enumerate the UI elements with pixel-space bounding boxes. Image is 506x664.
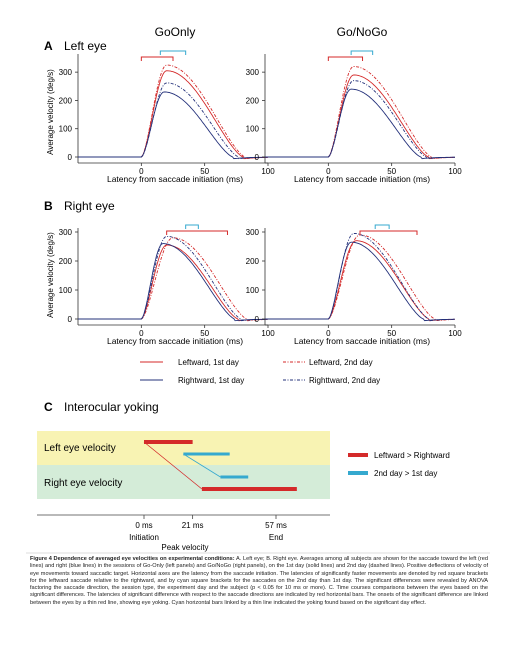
yoking-bars: [143, 440, 297, 491]
y-tick-label: 200: [246, 257, 260, 266]
y-tick-label: 300: [246, 68, 260, 77]
x-tick-label: 50: [387, 329, 396, 338]
x-tick-label: 0: [139, 167, 144, 176]
y-tick-label: 100: [59, 286, 73, 295]
panel-c-letter: C: [44, 400, 53, 414]
series-line-4: [265, 80, 455, 160]
column-title-gonogo: Go/NoGo: [337, 25, 388, 39]
yoking-tick-sublabel: Initiation: [129, 533, 159, 542]
x-tick-label: 100: [448, 329, 462, 338]
series-line-2: [265, 234, 455, 322]
figure-caption: Figure 4 Dependence of averaged eye velo…: [30, 556, 488, 607]
ylabel-a: Average velocity (deg/s): [46, 69, 55, 155]
legend-label-rightward-2nd: Righttward, 2nd day: [309, 376, 380, 385]
y-tick-label: 300: [59, 68, 73, 77]
xlabel-b-goonly: Latency from saccade initiation (ms): [107, 336, 243, 346]
y-tick-label: 0: [255, 315, 260, 324]
legend: Leftward, 1st day Leftward, 2nd day Righ…: [140, 358, 380, 385]
x-tick-label: 0: [326, 167, 331, 176]
series-line-2: [265, 66, 455, 160]
legend-label-rightward-1st: Rightward, 1st day: [178, 376, 244, 385]
y-tick-label: 300: [59, 228, 73, 237]
yoking-legend-red-label: Leftward > Rightward: [374, 451, 450, 460]
yoking-link-cyan: [183, 453, 221, 478]
panel-a-letter: A: [44, 39, 53, 53]
x-tick-label: 100: [261, 329, 275, 338]
y-tick-label: 200: [246, 96, 260, 105]
x-tick-label: 0: [326, 329, 331, 338]
legend-label-leftward-2nd: Leftward, 2nd day: [309, 358, 373, 367]
yoking-tick-label: 21 ms: [182, 521, 204, 530]
series-line-4: [78, 235, 268, 322]
red-bracket: [166, 230, 228, 235]
panel-b-letter: B: [44, 199, 53, 213]
yoking-row-right: Right eye velocity: [44, 478, 122, 489]
x-tick-label: 100: [448, 167, 462, 176]
panel-b-label: Right eye: [64, 199, 115, 213]
caption-title: Figure 4 Dependence of averaged eye velo…: [30, 556, 235, 562]
series-line-1: [265, 74, 455, 160]
yoking-axis-title: Peak velocity: [161, 543, 208, 552]
yoking-tick-sublabel: End: [269, 533, 283, 542]
series-line-4: [265, 232, 455, 322]
cyan-bracket: [185, 224, 199, 229]
y-tick-label: 300: [246, 228, 260, 237]
series-line-2: [78, 64, 268, 160]
x-tick-label: 50: [200, 167, 209, 176]
legend-label-leftward-1st: Leftward, 1st day: [178, 358, 239, 367]
series-line-1: [265, 240, 455, 322]
yoking-tick-label: 57 ms: [265, 521, 287, 530]
red-bracket: [359, 230, 418, 235]
red-bracket: [140, 56, 174, 61]
y-tick-label: 0: [68, 153, 73, 162]
yoking-legend-cyan-label: 2nd day > 1st day: [374, 469, 437, 478]
y-tick-label: 0: [255, 153, 260, 162]
cyan-bracket: [350, 50, 374, 55]
red-bracket: [327, 56, 364, 61]
y-tick-label: 200: [59, 257, 73, 266]
y-tick-label: 100: [59, 125, 73, 134]
yoking-tick-label: 0 ms: [135, 521, 152, 530]
y-tick-label: 200: [59, 96, 73, 105]
xlabel-a-gonogo: Latency from saccade initiation (ms): [294, 174, 430, 184]
series-line-4: [78, 82, 269, 160]
x-tick-label: 0: [139, 329, 144, 338]
yoking-link-red: [143, 441, 203, 490]
band-left-eye: [37, 431, 330, 465]
series-line-1: [78, 244, 269, 322]
column-title-goonly: GoOnly: [155, 25, 196, 39]
series-line-2: [78, 237, 269, 322]
panel-a-label: Left eye: [64, 39, 107, 53]
x-tick-label: 50: [200, 329, 209, 338]
series-line-3: [265, 241, 455, 322]
yoking-row-left: Left eye velocity: [44, 443, 116, 454]
xlabel-a-goonly: Latency from saccade initiation (ms): [107, 174, 243, 184]
cyan-bracket: [374, 224, 390, 229]
x-tick-label: 100: [261, 167, 275, 176]
y-tick-label: 100: [246, 286, 260, 295]
band-right-eye: [37, 465, 330, 499]
series-line-3: [78, 91, 268, 160]
series-line-3: [265, 88, 455, 160]
ylabel-b: Average velocity (deg/s): [46, 232, 55, 318]
cyan-bracket: [159, 50, 187, 55]
xlabel-b-gonogo: Latency from saccade initiation (ms): [294, 336, 430, 346]
panel-c-label: Interocular yoking: [64, 400, 159, 414]
series-line-3: [78, 243, 268, 322]
caption-body: A. Left eye; B. Right eye. Averages amon…: [30, 556, 488, 606]
y-tick-label: 100: [246, 125, 260, 134]
y-tick-label: 0: [68, 315, 73, 324]
yoking-ticks: 0 ms Initiation 21 ms 57 ms End: [129, 515, 287, 542]
x-tick-label: 50: [387, 167, 396, 176]
